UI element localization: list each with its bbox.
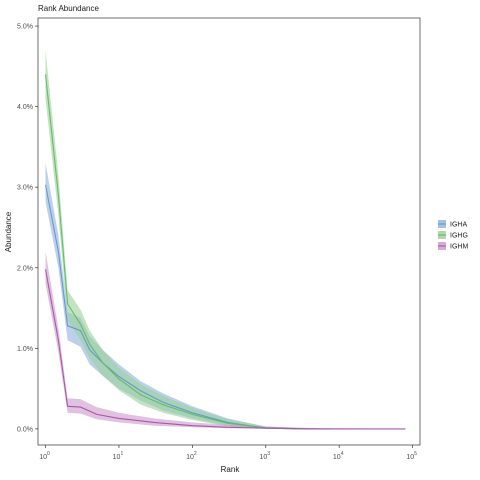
- legend-label-ighm: IGHM: [450, 244, 468, 251]
- y-tick-label: 5.0%: [17, 24, 33, 31]
- x-tick-exponent: 0: [47, 451, 50, 457]
- x-tick-exponent: 4: [341, 451, 344, 457]
- line-ighg: [44, 74, 333, 430]
- x-axis-title: Rank: [221, 465, 241, 474]
- band-ighm: [45, 251, 406, 429]
- y-tick-label: 2.0%: [17, 265, 33, 272]
- chart-title: Rank Abundance: [38, 4, 99, 13]
- x-tick-exponent: 3: [267, 451, 270, 457]
- x-tick-label: 105: [406, 451, 417, 461]
- y-axis: 0.0% 1.0% 2.0% 3.0% 4.0% 5.0%: [17, 24, 38, 433]
- y-tick-label: 1.0%: [17, 346, 33, 353]
- line-ighm: [44, 269, 406, 430]
- y-axis-title: Abundance: [4, 211, 13, 252]
- x-axis: 100 101 102 103 104 105: [39, 445, 417, 461]
- x-tick-label: 104: [333, 451, 344, 461]
- x-tick-exponent: 2: [194, 451, 197, 457]
- plot-area: [37, 17, 421, 446]
- y-tick-label: 0.0%: [17, 426, 33, 433]
- x-tick-exponent: 1: [120, 451, 123, 457]
- x-tick-label: 103: [259, 451, 270, 461]
- confidence-bands: [45, 50, 406, 429]
- y-tick-label: 3.0%: [17, 185, 33, 192]
- legend-label-igha: IGHA: [450, 222, 467, 229]
- x-tick-exponent: 5: [414, 451, 417, 457]
- x-tick-label: 101: [113, 451, 124, 461]
- series-lines: [44, 74, 406, 430]
- legend: IGHA IGHG IGHM: [438, 220, 468, 251]
- x-tick-label: 100: [39, 451, 50, 461]
- y-tick-label: 4.0%: [17, 104, 33, 111]
- legend-label-ighg: IGHG: [450, 233, 468, 240]
- plot-panel-border: [37, 17, 421, 446]
- x-tick-label: 102: [186, 451, 197, 461]
